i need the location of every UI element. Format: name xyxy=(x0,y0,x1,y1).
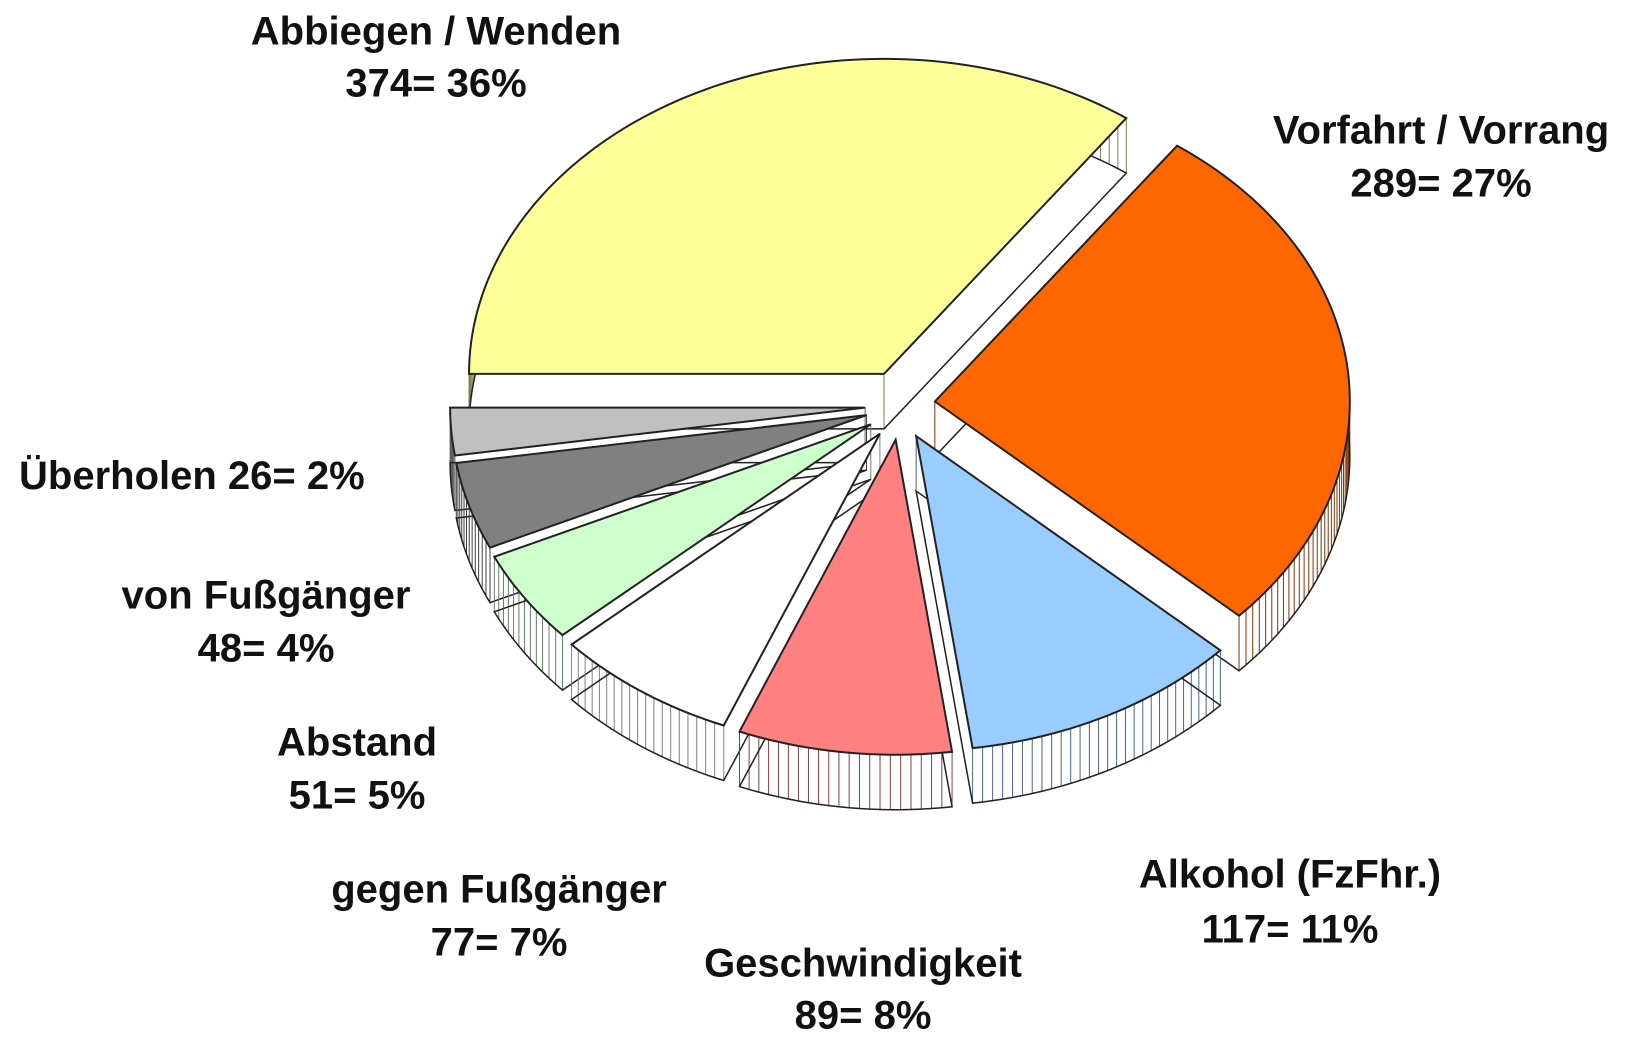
slice xyxy=(449,406,866,512)
slice xyxy=(738,436,954,811)
slice xyxy=(914,433,1223,804)
slice-label: von Fußgänger xyxy=(122,574,411,618)
slice-label: gegen Fußgänger xyxy=(331,868,667,912)
slice-value-label: 77= 7% xyxy=(431,921,568,965)
slice-top xyxy=(914,433,1223,750)
slice-outline xyxy=(449,461,866,512)
slice xyxy=(933,144,1351,672)
slice-value-label: 117= 11% xyxy=(1202,908,1379,952)
slice-label-line: Überholen 26= 2% xyxy=(19,453,365,498)
slice-outline xyxy=(738,492,953,811)
slice xyxy=(569,432,881,782)
slice-outline xyxy=(455,469,867,604)
slice xyxy=(455,414,867,605)
slice-value-label: 48= 4% xyxy=(198,627,335,671)
slice-top xyxy=(738,436,954,756)
slice-value-label: 26= 2% xyxy=(228,454,365,498)
slice-value-label: 374= 36% xyxy=(345,62,526,106)
labels: Abbiegen / Wenden 374= 36% Vorfahrt / Vo… xyxy=(19,10,1609,1038)
slice-value-label: 89= 8% xyxy=(795,994,932,1038)
slice-outline xyxy=(915,489,1222,804)
slice-value-label: 289= 27% xyxy=(1350,162,1531,206)
slice-value-label: 51= 5% xyxy=(289,774,426,818)
slice-top xyxy=(569,432,881,727)
slice-label: Geschwindigkeit xyxy=(704,942,1022,986)
pie xyxy=(449,57,1351,811)
slice-label: Vorfahrt / Vorrang xyxy=(1273,109,1609,153)
slice xyxy=(468,57,1128,431)
slice-top xyxy=(492,423,872,637)
slice xyxy=(492,423,872,692)
slice-top xyxy=(933,144,1351,618)
slice-top xyxy=(449,406,866,457)
slice-label: Überholen xyxy=(19,453,217,498)
slice-label: Abstand xyxy=(277,721,437,765)
slice-label: Abbiegen / Wenden xyxy=(251,10,621,54)
slice-top xyxy=(468,57,1128,375)
slice-label: Alkohol (FzFhr.) xyxy=(1139,853,1441,897)
slice-top xyxy=(455,414,867,549)
slice-outline xyxy=(493,478,872,692)
slice-outline xyxy=(570,488,881,782)
